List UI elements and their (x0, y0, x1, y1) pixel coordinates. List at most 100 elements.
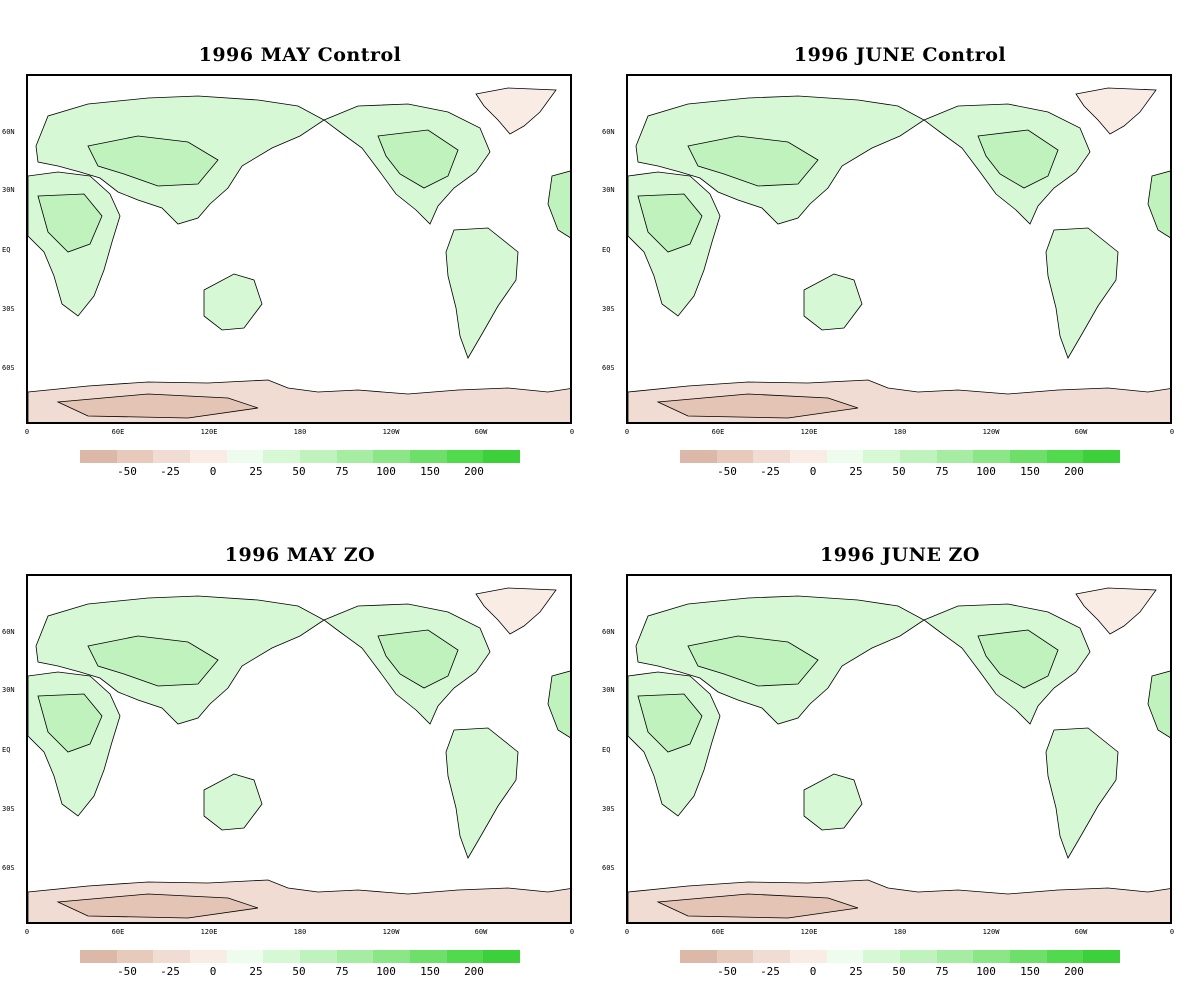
eurasia-shading (87, 135, 219, 187)
lon-label-60e: 60E (111, 928, 125, 936)
lat-label-eq: EQ (602, 746, 611, 754)
world-map (628, 87, 1170, 422)
panel-title: 1996 JUNE Control (793, 44, 1007, 66)
colorbar-swatch (483, 450, 521, 463)
antarctica-shading (656, 893, 859, 919)
colorbar-label: 100 (976, 465, 996, 478)
colorbar-label: 50 (292, 465, 306, 478)
south-america-shape (1045, 227, 1119, 359)
lon-label-120e: 120E (200, 428, 218, 436)
colorbar-swatch (226, 450, 264, 463)
lon-label-60e: 60E (711, 428, 725, 436)
colorbar-swatch (936, 450, 974, 463)
lat-label-eq: EQ (2, 746, 11, 754)
lat-label-30s: 30S (602, 305, 615, 313)
lat-label-eq: EQ (2, 246, 11, 254)
colorbar-label: 150 (1020, 465, 1040, 478)
lon-label-180: 180 (293, 428, 307, 436)
lon-label-180: 180 (293, 928, 307, 936)
colorbar-swatch (226, 950, 264, 963)
eurasia-shading (687, 135, 819, 187)
colorbar-label: 200 (464, 965, 484, 978)
greenland-shape (475, 587, 557, 635)
colorbar-swatch (80, 450, 117, 463)
colorbar-label: 200 (1064, 965, 1084, 978)
colorbar-swatch (973, 450, 1011, 463)
lon-label-180: 180 (893, 928, 907, 936)
colorbar-label: -25 (760, 465, 780, 478)
colorbar-label: 150 (420, 465, 440, 478)
lat-label-60s: 60S (2, 364, 15, 372)
colorbar-swatch (190, 950, 227, 963)
colorbar-label: 50 (292, 965, 306, 978)
colorbar-label: 50 (892, 965, 906, 978)
colorbar-swatch (410, 950, 447, 963)
panel-june-zo: 1996 JUNE ZO 60N 30N EQ 30S 60S 0 60E 12… (600, 500, 1200, 1000)
colorbar-label: 0 (809, 465, 817, 478)
colorbar-swatch (863, 950, 901, 963)
africa-east-edge-shape (547, 170, 570, 238)
lon-label-120e: 120E (800, 428, 818, 436)
lat-label-60s: 60S (602, 364, 615, 372)
colorbar-swatch (790, 950, 827, 963)
panel-title: 1996 MAY Control (198, 44, 402, 66)
colorbar-swatch (753, 450, 791, 463)
lon-label-60e: 60E (711, 928, 725, 936)
colorbar-swatch (1010, 950, 1047, 963)
africa-east-edge-shape (1147, 170, 1170, 238)
colorbar-swatch (373, 950, 411, 963)
colorbar-swatch (900, 450, 937, 463)
lat-label-30s: 30S (2, 305, 15, 313)
colorbar-label: 25 (249, 465, 263, 478)
lat-label-30n: 30N (602, 186, 615, 194)
lon-label-0: 0 (624, 428, 630, 436)
lon-label-0-east: 0 (569, 428, 575, 436)
lon-label-60w: 60W (1074, 928, 1088, 936)
lon-label-60w: 60W (1074, 428, 1088, 436)
colorbar-label: 50 (892, 465, 906, 478)
world-map (28, 587, 570, 922)
colorbar-swatch (716, 450, 754, 463)
lon-label-120w: 120W (382, 928, 400, 936)
africa-east-edge-shape (547, 670, 570, 738)
colorbar-label: 150 (1020, 965, 1040, 978)
colorbar-swatch (263, 950, 301, 963)
colorbar-swatch (1046, 950, 1084, 963)
colorbar-label: -25 (160, 965, 180, 978)
colorbar (80, 450, 521, 463)
colorbar-swatch (1046, 450, 1084, 463)
lon-label-0: 0 (624, 928, 630, 936)
north-america-shading (377, 629, 459, 689)
australia-shape (803, 773, 863, 831)
colorbar-swatch (153, 950, 191, 963)
south-america-shape (445, 727, 519, 859)
north-america-shading (977, 129, 1059, 189)
colorbar-label: -25 (160, 465, 180, 478)
colorbar-swatch (336, 450, 374, 463)
colorbar-label: 100 (976, 965, 996, 978)
lat-label-30s: 30S (602, 805, 615, 813)
colorbar-label: -50 (117, 965, 137, 978)
colorbar-label: 0 (209, 965, 217, 978)
map-frame (26, 74, 572, 424)
colorbar-swatch (300, 450, 337, 463)
africa-east-edge-shape (1147, 670, 1170, 738)
colorbar-swatch (336, 950, 374, 963)
colorbar-label: 75 (335, 465, 349, 478)
colorbar-swatch (300, 950, 337, 963)
colorbar-swatch (1083, 450, 1121, 463)
lat-label-60s: 60S (2, 864, 15, 872)
africa-shading (637, 693, 703, 753)
colorbar-swatch (680, 450, 717, 463)
colorbar-swatch (1083, 950, 1121, 963)
lon-label-120e: 120E (200, 928, 218, 936)
colorbar (80, 950, 521, 963)
colorbar-swatch (973, 950, 1011, 963)
lat-label-30n: 30N (602, 686, 615, 694)
colorbar-swatch (900, 950, 937, 963)
australia-shape (803, 273, 863, 331)
world-map (28, 87, 570, 422)
north-america-shading (977, 629, 1059, 689)
colorbar-label: -25 (760, 965, 780, 978)
colorbar-swatch (116, 950, 154, 963)
